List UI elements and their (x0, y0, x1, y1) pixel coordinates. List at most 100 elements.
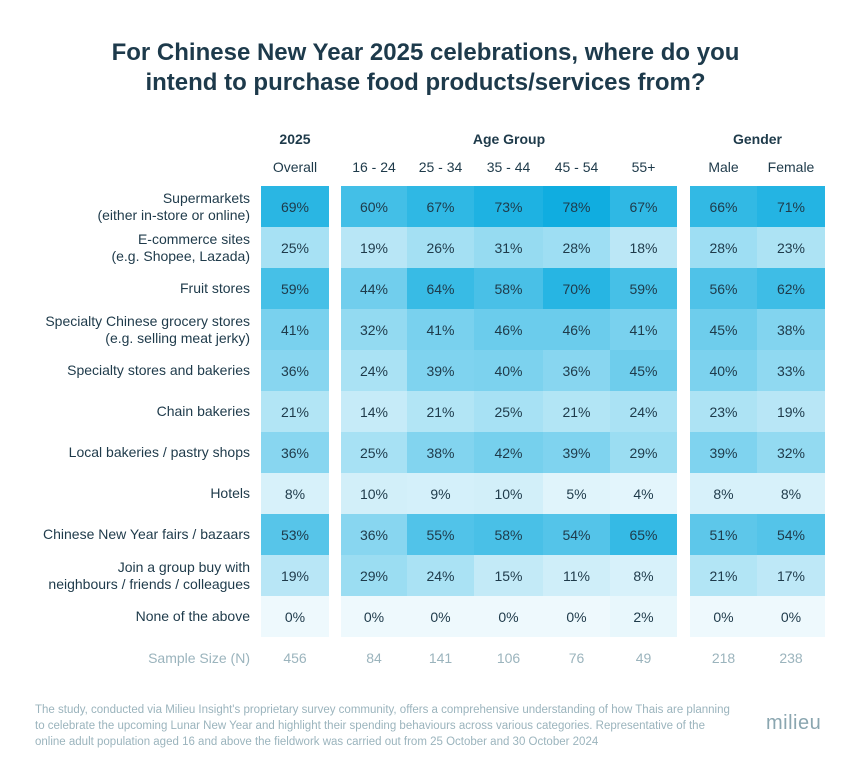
heatmap-cell: 24% (610, 391, 677, 432)
row-label-text: Specialty Chinese grocery stores (e.g. se… (45, 313, 250, 347)
heatmap-cell: 25% (341, 432, 407, 473)
sample-size-value: 218 (711, 650, 736, 666)
heatmap-cell: 71% (757, 186, 825, 227)
row-label: Fruit stores (0, 268, 250, 309)
sample-size-value: 456 (283, 650, 307, 666)
heatmap-cell: 54% (757, 514, 825, 555)
title-line-1: For Chinese New Year 2025 celebrations, … (111, 39, 740, 66)
heatmap-cell: 54% (543, 514, 610, 555)
row-label-line: None of the above (135, 608, 250, 624)
column-header: 25 - 34 (418, 159, 463, 175)
row-label: None of the above (0, 596, 250, 637)
heatmap-cell: 9% (407, 473, 474, 514)
heatmap-cell: 60% (341, 186, 407, 227)
row-label-line: Join a group buy with (117, 558, 250, 575)
heatmap-cell: 14% (341, 391, 407, 432)
sample-size-value: 238 (779, 650, 803, 666)
heatmap-cell: 45% (610, 350, 677, 391)
heatmap-cell: 21% (543, 391, 610, 432)
heatmap-cell: 18% (610, 227, 677, 268)
heatmap-cell: 65% (610, 514, 677, 555)
row-label-line: (either in-store or online) (97, 206, 250, 223)
heatmap-cell: 2% (610, 596, 677, 637)
heatmap-cell: 36% (261, 350, 329, 391)
heatmap-cell: 28% (543, 227, 610, 268)
heatmap-cell: 19% (261, 555, 329, 596)
heatmap-cell: 0% (407, 596, 474, 637)
heatmap-cell: 21% (690, 555, 757, 596)
heatmap-cell: 29% (341, 555, 407, 596)
row-label: Join a group buy with neighbours / friend… (0, 555, 250, 596)
column-header: Male (708, 159, 739, 175)
heatmap-cell: 10% (474, 473, 543, 514)
sample-size-value: 84 (366, 650, 382, 666)
row-label: Specialty stores and bakeries (0, 350, 250, 391)
heatmap-cell: 8% (610, 555, 677, 596)
heatmap-cell: 42% (474, 432, 543, 473)
heatmap-cell: 36% (543, 350, 610, 391)
heatmap-cell: 53% (261, 514, 329, 555)
row-label-line: Fruit stores (179, 280, 250, 296)
heatmap-cell: 24% (407, 555, 474, 596)
heatmap-cell: 19% (341, 227, 407, 268)
sample-size-value: 106 (496, 650, 521, 666)
heatmap-cell: 38% (757, 309, 825, 350)
heatmap-cell: 5% (543, 473, 610, 514)
column-header: 55+ (631, 159, 656, 175)
heatmap-cell: 46% (474, 309, 543, 350)
heatmap-cell: 26% (407, 227, 474, 268)
heatmap-cell: 41% (261, 309, 329, 350)
heatmap-cell: 33% (757, 350, 825, 391)
heatmap-cell: 0% (261, 596, 329, 637)
heatmap-cell: 59% (261, 268, 329, 309)
row-label: Local bakeries / pastry shops (0, 432, 250, 473)
row-label-line: neighbours / friends / colleagues (48, 575, 250, 592)
column-header: 16 - 24 (352, 159, 396, 175)
heatmap-cell: 32% (341, 309, 407, 350)
column-header: Overall (272, 159, 318, 175)
heatmap-cell: 46% (543, 309, 610, 350)
heatmap-cell: 41% (610, 309, 677, 350)
heatmap-cell: 78% (543, 186, 610, 227)
heatmap-cell: 44% (341, 268, 407, 309)
heatmap-cell: 4% (610, 473, 677, 514)
heatmap-cell: 15% (474, 555, 543, 596)
heatmap-cell: 0% (341, 596, 407, 637)
heatmap-cell: 39% (407, 350, 474, 391)
heatmap-cell: 36% (341, 514, 407, 555)
sample-size-value: 49 (635, 650, 652, 666)
heatmap-cell: 0% (543, 596, 610, 637)
heatmap-cell: 39% (543, 432, 610, 473)
heatmap-cell: 11% (543, 555, 610, 596)
heatmap-cell: 70% (543, 268, 610, 309)
heatmap-cell: 51% (690, 514, 757, 555)
row-label-line: (e.g. selling meat jerky) (105, 329, 250, 346)
heatmap-cell: 23% (757, 227, 825, 268)
milieu-logo: milieu (766, 712, 822, 734)
group-header-gender: Gender (732, 131, 782, 147)
heatmap-cell: 29% (610, 432, 677, 473)
row-label-line: Hotels (210, 485, 250, 501)
heatmap-cell: 19% (757, 391, 825, 432)
row-label-line: Supermarkets (162, 189, 250, 206)
heatmap-cell: 32% (757, 432, 825, 473)
row-label-text: None of the above (136, 608, 250, 625)
row-label-text: Chinese New Year fairs / bazaars (43, 526, 250, 543)
group-header-2025: 2025 (279, 131, 311, 147)
column-header: 45 - 54 (554, 159, 599, 175)
row-label-line: E-commerce sites (137, 230, 250, 247)
row-label-text: Chain bakeries (157, 403, 250, 420)
heatmap-cell: 36% (261, 432, 329, 473)
row-label-line: Specialty stores and bakeries (67, 362, 250, 378)
heatmap-cell: 0% (690, 596, 757, 637)
row-label: Specialty Chinese grocery stores (e.g. se… (0, 309, 250, 350)
row-label-text: Supermarkets (either in-store or online) (97, 190, 250, 224)
heatmap-cell: 0% (757, 596, 825, 637)
row-label-line: Local bakeries / pastry shops (68, 444, 250, 460)
heatmap-cell: 38% (407, 432, 474, 473)
title-line-2: intend to purchase food products/service… (145, 69, 706, 96)
heatmap-cell: 23% (690, 391, 757, 432)
heatmap-cell: 64% (407, 268, 474, 309)
heatmap-cell: 39% (690, 432, 757, 473)
